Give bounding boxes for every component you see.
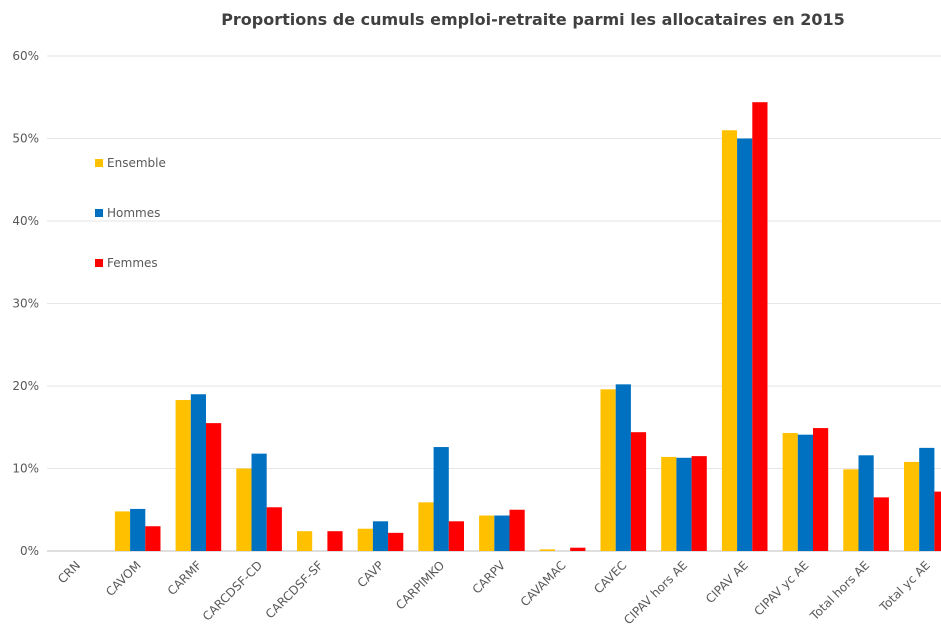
- bar-femmes: [509, 509, 525, 551]
- category-label: CAVOM: [103, 558, 144, 599]
- bar-femmes: [448, 521, 464, 551]
- bar-hommes: [676, 457, 692, 551]
- y-tick-label: 10%: [12, 462, 39, 476]
- category-label: CARCDSF-SF: [263, 558, 326, 621]
- category-label: Total hors AE: [807, 558, 872, 623]
- category-label: CAVP: [355, 558, 387, 590]
- legend-swatch-femmes: [95, 259, 103, 267]
- bar-femmes: [145, 526, 161, 551]
- category-label: CARPV: [470, 558, 509, 597]
- category-label: Total yc AE: [876, 558, 933, 615]
- y-tick-label: 50%: [12, 132, 39, 146]
- category-label: CARMF: [165, 558, 205, 598]
- bar-ensemble: [418, 502, 434, 551]
- bar-ensemble: [297, 531, 313, 551]
- bar-hommes: [433, 447, 449, 551]
- bars: [114, 102, 941, 551]
- category-label: CAVAMAC: [518, 558, 569, 609]
- bar-ensemble: [782, 433, 798, 551]
- chart-title: Proportions de cumuls emploi-retraite pa…: [221, 10, 845, 29]
- bar-ensemble: [661, 456, 677, 551]
- bar-ensemble: [539, 549, 555, 551]
- bar-femmes: [570, 547, 586, 551]
- legend-swatch-ensemble: [95, 159, 103, 167]
- y-tick-label: 60%: [12, 49, 39, 63]
- category-label: CIPAV AE: [703, 558, 751, 606]
- y-tick-label: 30%: [12, 297, 39, 311]
- bar-ensemble: [904, 461, 920, 551]
- bar-hommes: [797, 434, 813, 551]
- bar-hommes: [251, 453, 267, 551]
- bar-hommes: [494, 515, 510, 551]
- legend-swatch-hommes: [95, 209, 103, 217]
- bar-femmes: [266, 507, 282, 551]
- category-label: CARPIMKO: [393, 558, 447, 612]
- category-label: CRN: [55, 558, 83, 586]
- bar-femmes: [813, 428, 829, 551]
- bar-femmes: [206, 423, 222, 551]
- bar-femmes: [873, 497, 889, 551]
- bar-hommes: [919, 447, 935, 551]
- bar-hommes: [372, 521, 389, 551]
- bar-femmes: [752, 102, 768, 551]
- bar-femmes: [630, 432, 647, 551]
- category-label: CIPAV hors AE: [621, 558, 690, 625]
- bar-femmes: [327, 531, 343, 551]
- y-tick-label: 40%: [12, 214, 39, 228]
- bar-hommes: [190, 394, 206, 551]
- bar-ensemble: [479, 515, 495, 551]
- y-tick-label: 0%: [20, 544, 39, 558]
- y-axis: 0% 10% 20% 30% 40% 50% 60%: [12, 49, 39, 558]
- category-label: CAVEC: [591, 558, 629, 596]
- legend-label-ensemble: Ensemble: [107, 156, 166, 170]
- bar-femmes: [934, 491, 941, 551]
- bar-ensemble: [114, 511, 131, 551]
- bar-ensemble: [600, 389, 616, 551]
- bar-hommes: [615, 384, 631, 551]
- bar-hommes: [737, 138, 753, 551]
- bar-ensemble: [357, 528, 373, 551]
- bar-ensemble: [721, 130, 738, 551]
- y-tick-label: 20%: [12, 379, 39, 393]
- category-label: CARCDSF-CD: [200, 558, 265, 623]
- bar-ensemble: [236, 468, 252, 551]
- legend-label-femmes: Femmes: [107, 256, 158, 270]
- bar-ensemble: [175, 400, 191, 551]
- bar-hommes: [130, 508, 146, 551]
- bar-femmes: [691, 456, 707, 551]
- bar-hommes: [858, 455, 874, 551]
- legend-label-hommes: Hommes: [107, 206, 160, 220]
- bar-ensemble: [843, 469, 859, 551]
- bar-femmes: [388, 532, 404, 551]
- category-label: CIPAV yc AE: [751, 558, 811, 618]
- legend: Ensemble Hommes Femmes: [95, 156, 166, 270]
